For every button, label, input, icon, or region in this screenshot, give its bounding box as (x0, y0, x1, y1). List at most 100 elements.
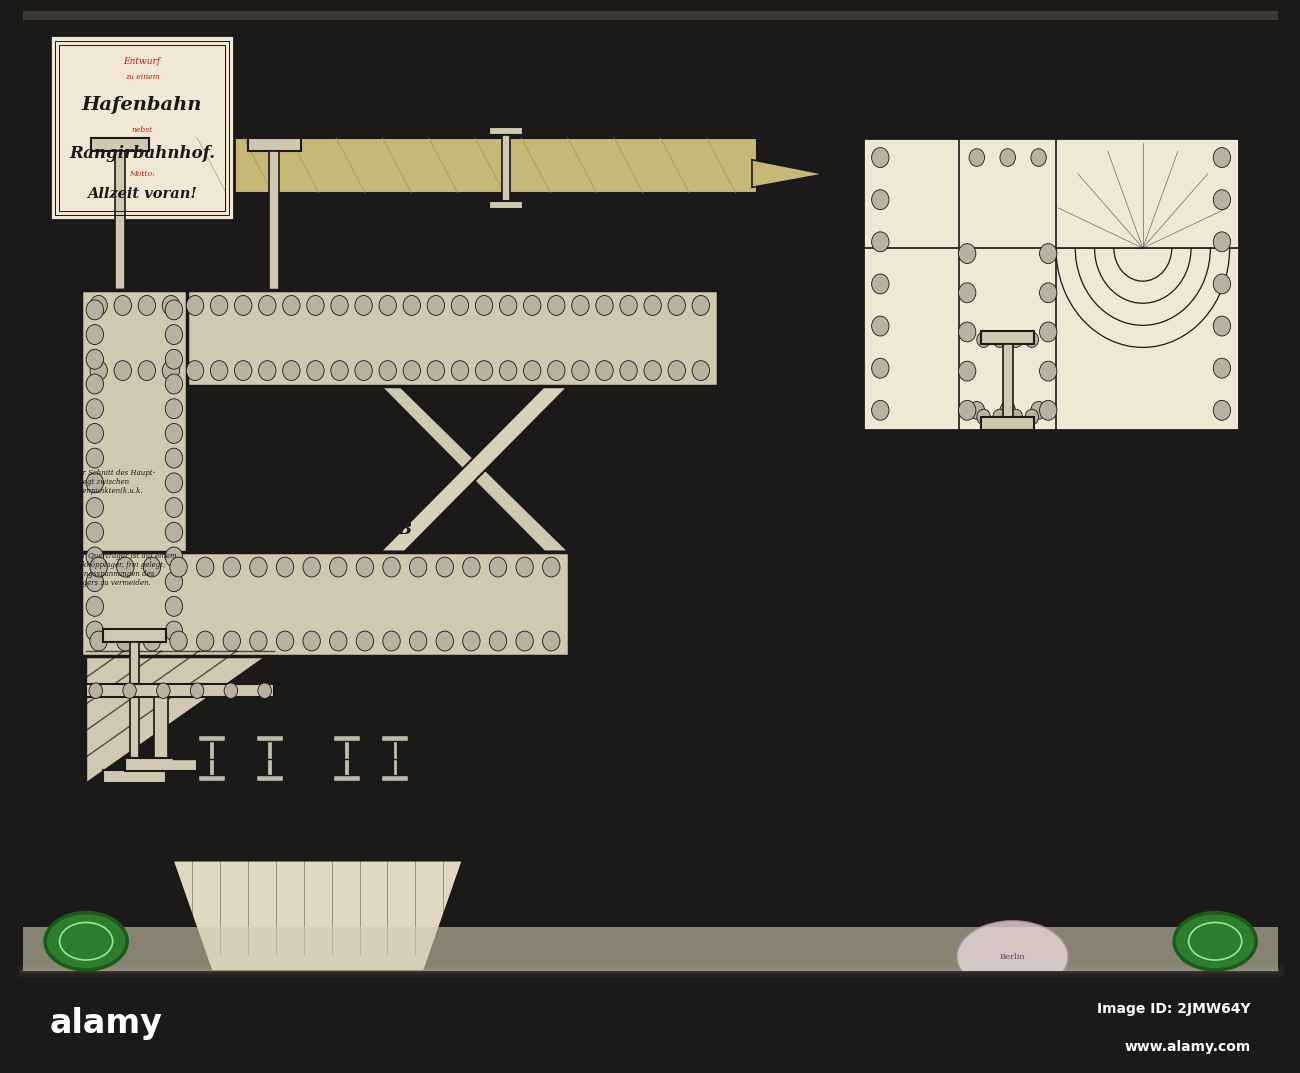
Text: Image ID: 2JMW64Y: Image ID: 2JMW64Y (1097, 1002, 1251, 1016)
Circle shape (117, 631, 134, 651)
Circle shape (436, 631, 454, 651)
Text: Darstellung der für den Querträger ungünstigsten Belastung der Zwischenträger:: Darstellung der für den Querträger ungün… (599, 706, 1031, 715)
Ellipse shape (957, 921, 1069, 993)
Text: 4: 4 (754, 907, 759, 915)
Circle shape (1009, 332, 1023, 348)
Bar (23, 927, 1278, 971)
Bar (82, 290, 718, 386)
Bar (982, 330, 1035, 344)
Ellipse shape (1174, 912, 1256, 970)
Bar (116, 151, 125, 372)
Circle shape (547, 295, 566, 315)
Circle shape (88, 684, 103, 699)
Circle shape (303, 631, 320, 651)
Circle shape (330, 295, 348, 315)
Circle shape (382, 557, 400, 577)
Bar (982, 417, 1035, 430)
Text: 5: 5 (802, 907, 807, 915)
Circle shape (86, 597, 104, 616)
Bar (256, 735, 283, 741)
Text: Anschluss der Zwischenträger an den Querträger.: Anschluss der Zwischenträger an den Quer… (867, 101, 1130, 111)
Circle shape (138, 295, 156, 315)
Circle shape (871, 190, 889, 209)
Circle shape (330, 361, 348, 381)
Circle shape (250, 557, 266, 577)
Circle shape (165, 523, 182, 542)
Circle shape (356, 631, 373, 651)
Circle shape (90, 361, 108, 381)
Bar (248, 312, 300, 325)
Circle shape (516, 557, 533, 577)
Circle shape (976, 409, 991, 425)
Circle shape (86, 449, 104, 468)
Bar (269, 151, 280, 312)
Circle shape (234, 295, 252, 315)
Circle shape (958, 362, 976, 381)
Circle shape (572, 295, 589, 315)
Bar (393, 741, 398, 775)
Circle shape (547, 361, 566, 381)
Bar (333, 735, 360, 741)
Text: Allzeit voran!: Allzeit voran! (87, 188, 198, 202)
Text: Momente des Querträgers.: Momente des Querträgers. (231, 827, 385, 838)
Bar (489, 127, 523, 135)
Circle shape (871, 232, 889, 252)
Circle shape (282, 295, 300, 315)
Circle shape (355, 361, 372, 381)
Text: Querträger, Zwischenträger und Fahrbahn.: Querträger, Zwischenträger und Fahrbahn. (354, 108, 581, 117)
Text: alamy: alamy (49, 1008, 162, 1041)
Bar (863, 137, 1239, 430)
Circle shape (86, 300, 104, 320)
Circle shape (86, 523, 104, 542)
Circle shape (307, 361, 324, 381)
Circle shape (1009, 409, 1023, 425)
Circle shape (428, 361, 445, 381)
Text: Rangirbahnhof.: Rangirbahnhof. (69, 146, 214, 162)
Circle shape (307, 295, 324, 315)
Text: 2: 2 (658, 907, 663, 915)
Text: Zur statischen Untersuchung des Querträgers.: Zur statischen Untersuchung des Querträg… (415, 667, 887, 687)
Bar (256, 775, 283, 781)
Bar (103, 770, 165, 783)
Circle shape (1031, 149, 1046, 166)
Circle shape (644, 361, 662, 381)
Circle shape (871, 400, 889, 421)
Text: 1:5  u.  1:50: 1:5 u. 1:50 (708, 869, 767, 879)
Text: nebst: nebst (131, 126, 152, 133)
Circle shape (1026, 332, 1039, 348)
Circle shape (463, 557, 480, 577)
Bar (344, 741, 350, 775)
Circle shape (1040, 283, 1057, 303)
Circle shape (489, 557, 507, 577)
Circle shape (542, 557, 560, 577)
Bar (51, 35, 234, 220)
Circle shape (211, 361, 227, 381)
Circle shape (86, 473, 104, 493)
Circle shape (170, 631, 187, 651)
Bar (130, 642, 139, 770)
Circle shape (1040, 322, 1057, 342)
Text: Maßstäbe: Maßstäbe (485, 1033, 523, 1041)
Text: Berlin: Berlin (1000, 953, 1026, 960)
Circle shape (143, 631, 161, 651)
Circle shape (86, 374, 104, 394)
Bar (58, 45, 225, 210)
Bar (91, 137, 148, 151)
Circle shape (976, 332, 991, 348)
Circle shape (993, 409, 1006, 425)
Circle shape (90, 631, 108, 651)
Circle shape (644, 295, 662, 315)
Circle shape (410, 631, 426, 651)
Circle shape (871, 358, 889, 378)
Text: Blatt No 15.: Blatt No 15. (1180, 42, 1249, 52)
Circle shape (162, 295, 179, 315)
Circle shape (186, 295, 204, 315)
Circle shape (1213, 358, 1231, 378)
Bar (55, 41, 229, 215)
Circle shape (355, 295, 372, 315)
Circle shape (380, 295, 396, 315)
Text: Motto:: Motto: (129, 170, 155, 178)
Circle shape (224, 631, 240, 651)
Circle shape (259, 361, 276, 381)
Text: Einzelheiten der Eisenconstruction.: Einzelheiten der Eisenconstruction. (512, 79, 789, 93)
